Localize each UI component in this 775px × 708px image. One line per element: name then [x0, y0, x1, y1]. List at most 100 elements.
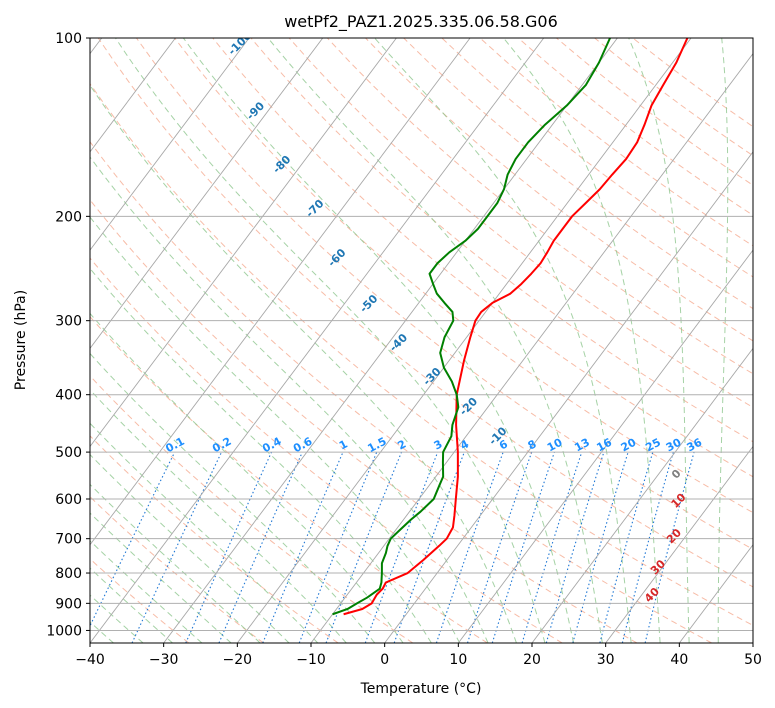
x-tick-label: 20: [523, 652, 541, 668]
x-tick-label: 10: [449, 652, 467, 668]
mixing-ratio-line: [90, 451, 176, 628]
moist-adiabat-line: [90, 540, 203, 643]
x-axis-ticks: −40 −30 −20 −10 0 10 20 30 40 50: [75, 643, 762, 668]
mixing-ratio-line: [218, 451, 303, 643]
moist-adiabat-line: [90, 453, 290, 643]
moist-adiabat-line: [90, 483, 261, 643]
moist-adiabat-label: -40: [387, 331, 410, 354]
temperature-profile-line: [343, 38, 689, 616]
mixing-ratio-line: [572, 451, 629, 643]
dry-adiabat-line: [90, 315, 488, 643]
y-tick-label: 400: [55, 388, 82, 404]
moist-adiabat-line: [115, 38, 546, 643]
isotherm-line: [236, 38, 692, 643]
x-tick-label: 0: [380, 652, 389, 668]
mixing-ratio-label: 36: [685, 436, 705, 455]
x-tick-label: 40: [670, 652, 688, 668]
plot-frame: [89, 37, 754, 644]
dry-adiabat-line: [479, 38, 753, 247]
y-tick-label: 300: [55, 314, 82, 330]
background-lines: 0.1 0.2 0.4 0.6 1 1.5 2 3 4 6 8 10 13 16 20 25 30 36-100-…: [90, 29, 753, 643]
dry-adiabat-line: [403, 38, 753, 310]
moist-adiabat-line: [503, 38, 661, 643]
profiles: [332, 38, 689, 616]
dewpoint-profile-line: [332, 38, 611, 616]
isotherm-line: [90, 38, 545, 643]
isotherm-line: [90, 38, 471, 546]
isobar-gridlines: [90, 38, 753, 631]
mixing-ratio-line: [185, 451, 273, 643]
moist-adiabat-line: [267, 38, 603, 643]
mixing-ratio-label: 25: [643, 436, 663, 455]
y-tick-label: 500: [55, 445, 82, 461]
dry-adiabat-line: [90, 199, 638, 643]
dry-adiabat-line: [288, 38, 753, 408]
mixing-ratio-line: [491, 451, 555, 643]
mixing-ratio-line: [393, 451, 465, 643]
y-axis-label: Pressure (hPa): [13, 290, 29, 390]
moist-adiabat-line: [90, 156, 489, 643]
moist-adiabat-label: -50: [357, 292, 380, 315]
mixing-ratio-line: [599, 451, 654, 643]
x-tick-label: −40: [75, 652, 105, 668]
y-tick-label: 100: [55, 31, 82, 47]
y-tick-label: 800: [55, 566, 82, 582]
chart-title: wetPf2_PAZ1.2025.335.06.58.G06: [284, 12, 558, 32]
mixing-ratio-label: 10: [545, 436, 565, 455]
mixing-ratio-label: 4: [458, 437, 471, 452]
isotherm-line: [310, 52, 753, 643]
moist-adiabat-line: [628, 38, 690, 643]
moist-adiabat-line: [717, 38, 729, 643]
mixing-ratio-line: [298, 451, 378, 643]
dry-adiabat-line: [90, 375, 414, 643]
mixing-ratio-line: [545, 451, 605, 643]
moist-adiabat-label: -100: [226, 29, 255, 58]
dry-adiabat-line: [250, 38, 753, 443]
moist-adiabat-line: [90, 216, 461, 643]
mixing-ratio-label: 3: [432, 437, 445, 452]
isotherm-line: [752, 642, 753, 643]
moist-adiabat-line: [374, 38, 632, 643]
isotherm-line: [605, 445, 753, 643]
line-labels: 0.1 0.2 0.4 0.6 1 1.5 2 3 4 6 8 10 13 16 20 25 30 36-100-…: [163, 29, 705, 605]
y-axis-ticks: 1000 900 800 700 600 500 400 300 200 100: [46, 31, 90, 639]
mixing-ratio-line: [364, 451, 439, 643]
moist-adiabat-line: [90, 352, 376, 643]
mixing-ratio-line: [325, 451, 403, 643]
isotherm-line: [384, 151, 753, 643]
moist-adiabat-label: -60: [325, 246, 348, 269]
x-axis-label: Temperature (°C): [360, 681, 482, 697]
moist-adiabat-label: -20: [457, 395, 480, 418]
moist-adiabat-line: [182, 38, 575, 643]
y-tick-label: 200: [55, 209, 82, 225]
mixing-ratio-label: 16: [594, 436, 614, 455]
y-tick-label: 700: [55, 532, 82, 548]
isotherm-line: [90, 38, 250, 251]
y-tick-label: 900: [55, 596, 82, 612]
moist-adiabat-line: [90, 512, 232, 643]
dry-adiabat-label: 0: [669, 467, 684, 482]
x-tick-label: −10: [296, 652, 326, 668]
x-tick-label: 30: [597, 652, 615, 668]
dry-adiabat-label: 20: [664, 526, 684, 546]
mixing-ratio-line: [262, 451, 344, 643]
isotherm-line: [90, 38, 397, 448]
isotherm-line: [457, 249, 753, 643]
isotherm-line: [90, 38, 176, 153]
dry-adiabats: [90, 38, 753, 643]
mixing-ratio-line: [521, 451, 583, 643]
dry-adiabat-line: [90, 257, 563, 643]
dry-adiabat-line: [97, 38, 753, 588]
mixing-ratio-label: 30: [664, 436, 684, 455]
x-tick-label: −30: [149, 652, 179, 668]
mixing-ratio-line: [466, 451, 533, 643]
moist-adiabat-line: [90, 312, 404, 643]
mixing-ratio-line: [621, 451, 674, 643]
dry-adiabat-line: [90, 82, 753, 627]
isotherm-line: [531, 347, 753, 643]
moist-adiabat-line: [90, 422, 319, 643]
moist-adiabat-line: [90, 267, 432, 643]
x-tick-label: 50: [744, 652, 762, 668]
mixing-ratio-label: 1: [337, 437, 350, 452]
